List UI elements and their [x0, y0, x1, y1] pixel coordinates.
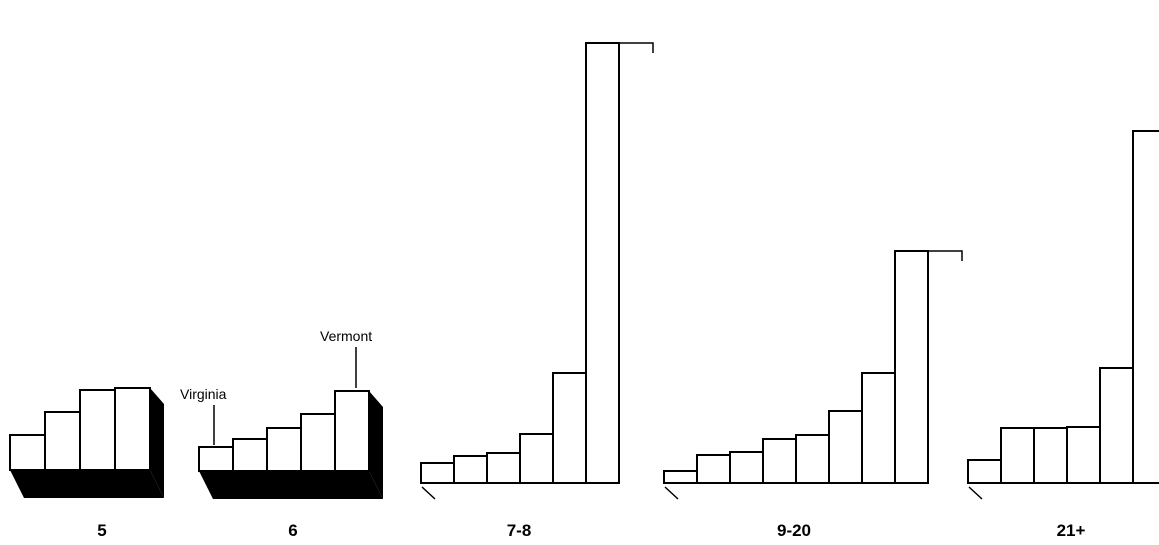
- group-3-baseline-tick: [664, 486, 679, 500]
- group-1-side-shadow: [369, 391, 383, 499]
- group-label-7-8: 7-8: [507, 521, 532, 540]
- bar-group-2-3: [519, 433, 554, 484]
- group-3-top-bracket: [928, 250, 963, 261]
- group-label-9-20: 9-20: [777, 521, 811, 540]
- bar-group-2-4: [552, 372, 587, 484]
- bar-group-2-5: [585, 42, 620, 484]
- group-1-floor-shadow: [199, 471, 383, 499]
- group-2-baseline-tick: [421, 486, 436, 500]
- bar-group-0-1: [44, 411, 81, 471]
- bar-group-3-1: [696, 454, 731, 484]
- bar-group-3-2: [729, 451, 764, 484]
- bar-group-1-4: [334, 390, 370, 472]
- group-label-21-plus: 21+: [1057, 521, 1086, 540]
- group-4-baseline-tick: [968, 486, 983, 500]
- bar-group-4-5: [1132, 130, 1159, 484]
- bar-group-4-4: [1099, 367, 1134, 484]
- bar-group-0-3: [114, 387, 151, 471]
- annotation-virginia: Virginia: [180, 386, 227, 402]
- bar-group-3-7: [894, 250, 929, 484]
- bar-group-2-1: [453, 455, 488, 484]
- bar-group-1-0: [198, 446, 234, 472]
- bar-group-1-2: [266, 427, 302, 472]
- bar-group-4-0: [967, 459, 1002, 484]
- group-label-5: 5: [97, 521, 106, 540]
- group-0-side-shadow: [150, 388, 164, 498]
- bar-group-3-5: [828, 410, 863, 484]
- bar-group-4-1: [1000, 427, 1035, 484]
- bar-group-1-1: [232, 438, 268, 472]
- annotation-vermont: Vermont: [320, 328, 372, 344]
- bar-group-2-2: [486, 452, 521, 484]
- bar-group-4-3: [1066, 426, 1101, 484]
- group-2-top-bracket: [619, 42, 654, 53]
- bar-group-4-2: [1033, 427, 1068, 484]
- bar-group-2-0: [420, 462, 455, 484]
- bar-group-3-6: [861, 372, 896, 484]
- bar-group-1-3: [300, 413, 336, 472]
- group-0-floor-shadow: [10, 470, 164, 498]
- bar-group-3-3: [762, 438, 797, 484]
- bar-group-3-0: [663, 470, 698, 484]
- bar-group-0-0: [9, 434, 46, 471]
- bars-layer: [9, 42, 1159, 500]
- bar-group-3-4: [795, 434, 830, 484]
- bar-group-0-2: [79, 389, 116, 471]
- group-label-6: 6: [288, 521, 297, 540]
